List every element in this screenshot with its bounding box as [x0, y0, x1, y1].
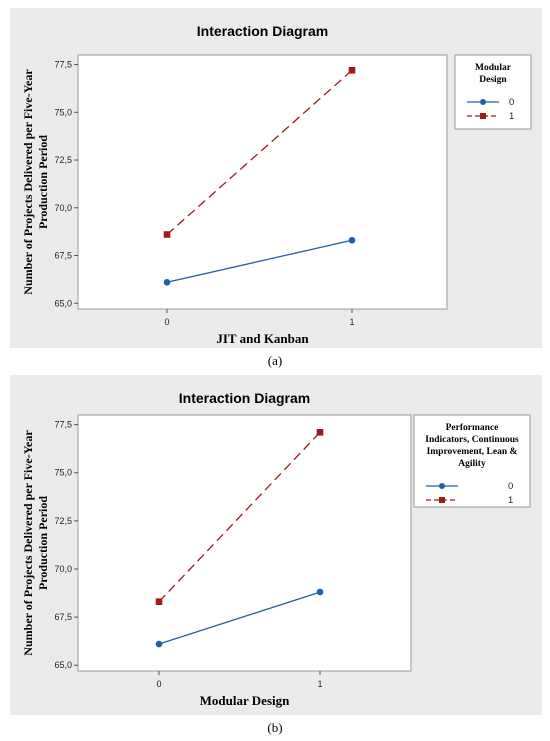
- y-axis-label-line: Production Period: [36, 135, 50, 229]
- x-tick-label: 1: [349, 317, 354, 327]
- x-tick-label: 1: [317, 679, 322, 689]
- data-point: [163, 278, 171, 286]
- chart-a: Interaction Diagram 65,0 67,5 70,0 72,5 75,0 7…: [21, 23, 532, 346]
- y-tick-label: 70,0: [54, 564, 72, 574]
- y-axis-label-line: Number of Projects Delivered per Five-Ye…: [21, 430, 35, 656]
- y-axis-label: Number of Projects Delivered per Five-Ye…: [21, 430, 50, 656]
- legend-label: 0: [509, 97, 514, 108]
- legend-label: 1: [508, 495, 513, 506]
- y-tick-label: 65,0: [54, 660, 72, 670]
- legend-title-line: Indicators, Continuous: [425, 435, 519, 445]
- caption-a: (a): [267, 353, 283, 368]
- y-tick-label: 65,0: [54, 298, 72, 308]
- y-axis-label-line: Production Period: [36, 496, 50, 590]
- legend-title-line: Performance: [446, 423, 499, 433]
- legend-marker: [480, 99, 486, 105]
- legend-box: [454, 54, 532, 130]
- y-axis-label: Number of Projects Delivered per Five-Ye…: [21, 69, 50, 295]
- chart-title: Interaction Diagram: [179, 390, 310, 406]
- y-tick-label: 77,5: [54, 60, 72, 70]
- y-tick-label: 67,5: [54, 612, 72, 622]
- x-tick-label: 0: [164, 317, 169, 327]
- data-point: [316, 588, 324, 596]
- x-axis-label: JIT and Kanban: [216, 331, 309, 346]
- x-tick-label: 0: [156, 679, 161, 689]
- data-point: [163, 231, 171, 238]
- legend-label: 1: [509, 111, 514, 122]
- y-tick-label: 67,5: [54, 251, 72, 261]
- legend-marker: [439, 483, 445, 489]
- legend-box: [413, 414, 531, 508]
- y-tick-label: 77,5: [54, 420, 72, 430]
- plot-area: [77, 414, 412, 672]
- chart-b: Interaction Diagram 65,0 67,5 70,0 72,5 75,0 7…: [21, 390, 531, 708]
- y-tick-label: 70,0: [54, 203, 72, 213]
- chart-panel-b: Interaction Diagram 65,0 67,5 70,0 72,5 75,0 7…: [10, 375, 542, 715]
- y-tick-label: 72,5: [54, 155, 72, 165]
- legend-title-line: Modular: [475, 63, 512, 73]
- caption-b: (b): [267, 720, 283, 735]
- series-line-0: [158, 591, 321, 645]
- y-tick-label: 75,0: [54, 468, 72, 478]
- series-line-0: [166, 239, 353, 283]
- legend-marker: [439, 497, 445, 503]
- data-point: [155, 598, 163, 606]
- y-tick-label: 75,0: [54, 107, 72, 117]
- legend-title-line: Agility: [458, 459, 486, 469]
- legend-title-line: Design: [479, 75, 507, 85]
- data-point: [316, 429, 324, 436]
- plot-area: [77, 54, 448, 310]
- data-point: [348, 236, 356, 244]
- x-axis-label: Modular Design: [200, 693, 290, 708]
- legend-marker: [480, 113, 486, 119]
- legend-label: 0: [508, 481, 513, 492]
- y-axis-label-line: Number of Projects Delivered per Five-Ye…: [21, 69, 35, 295]
- legend-title-line: Improvement, Lean &: [427, 447, 518, 457]
- chart-title: Interaction Diagram: [197, 23, 328, 39]
- data-point: [155, 640, 163, 648]
- y-tick-label: 72,5: [54, 516, 72, 526]
- series-line-1: [158, 431, 321, 603]
- chart-panel-a: Interaction Diagram 65,0 67,5 70,0 72,5 75,0 7…: [10, 8, 542, 348]
- data-point: [348, 66, 356, 74]
